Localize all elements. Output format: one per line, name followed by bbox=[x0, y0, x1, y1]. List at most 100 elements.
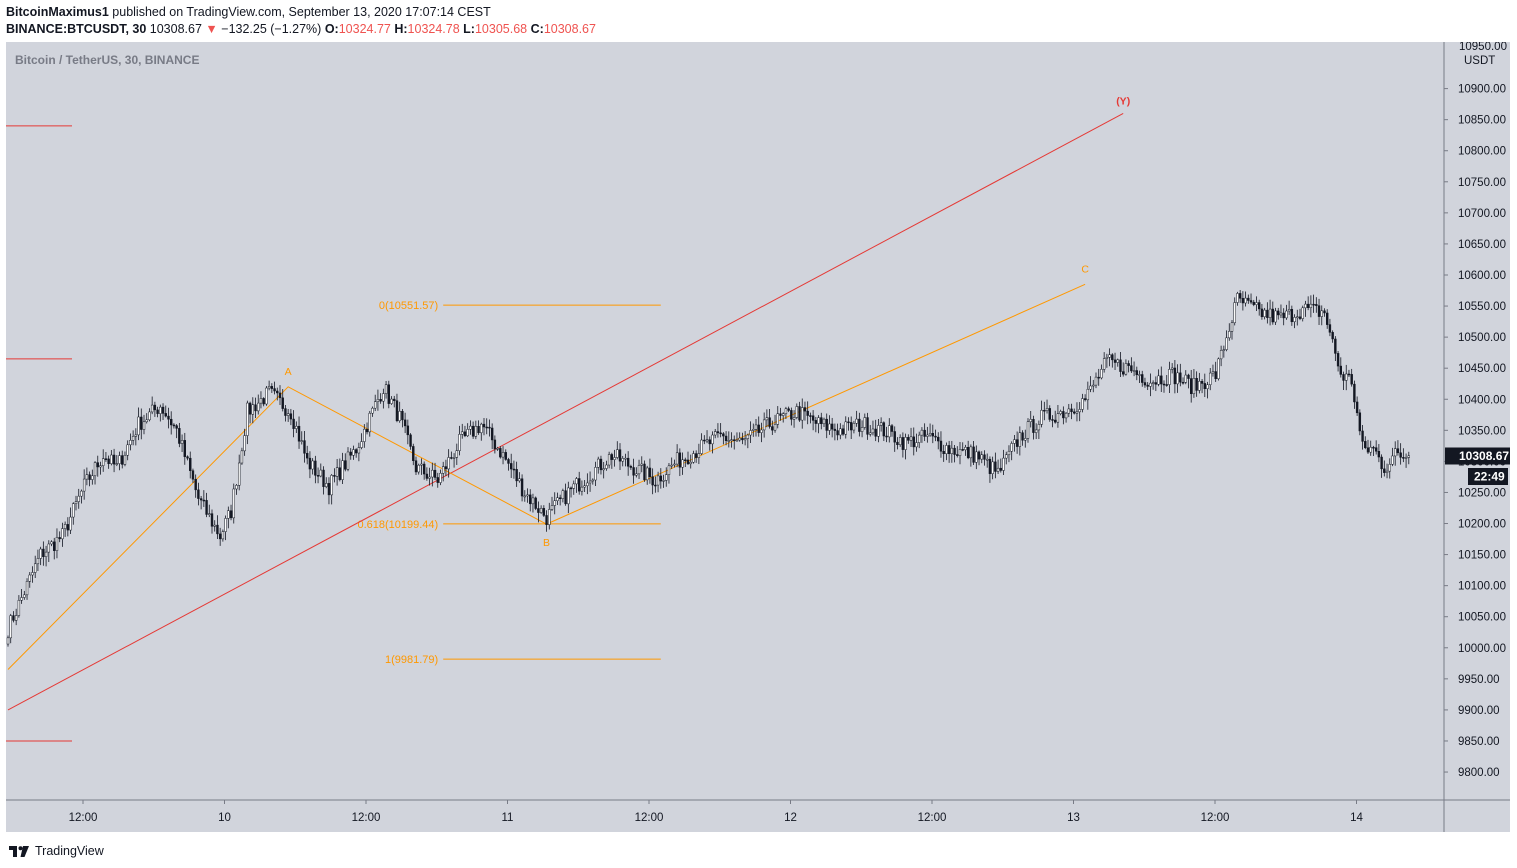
candle-body bbox=[1374, 447, 1378, 452]
footer-brand[interactable]: TradingView bbox=[35, 844, 104, 858]
candle-body bbox=[999, 467, 1002, 471]
candle-body bbox=[678, 452, 682, 468]
candle-body bbox=[809, 415, 812, 417]
candle-body bbox=[874, 428, 877, 437]
candle-body bbox=[624, 457, 627, 460]
candle-body bbox=[1119, 359, 1122, 372]
candle-body bbox=[1064, 412, 1068, 419]
chart-frame[interactable]: 0(10551.57) 0.618(10199.44) 1(9981.79) A B C… bbox=[6, 41, 1510, 832]
candle-body bbox=[1116, 359, 1119, 363]
candle-body bbox=[844, 421, 847, 435]
candle-body bbox=[34, 563, 37, 573]
candle-body bbox=[621, 458, 624, 462]
candle-body bbox=[1130, 365, 1133, 372]
candle-body bbox=[167, 415, 170, 420]
symbol-label[interactable]: BINANCE:BTCUSDT, 30 bbox=[6, 22, 147, 36]
candle-body bbox=[852, 423, 856, 431]
candle-body bbox=[488, 426, 491, 429]
candle-body bbox=[1054, 419, 1057, 423]
candle-body bbox=[741, 437, 744, 441]
candle-body bbox=[964, 446, 967, 451]
candle-body bbox=[1263, 309, 1266, 318]
candle-body bbox=[1048, 408, 1051, 420]
candle-body bbox=[673, 463, 676, 466]
candle-body bbox=[898, 437, 902, 446]
candle-body bbox=[681, 459, 684, 468]
candle-body bbox=[1301, 307, 1304, 319]
candle-body bbox=[344, 460, 347, 470]
fibonacci-tool[interactable]: 0(10551.57) 0.618(10199.44) 1(9981.79) bbox=[357, 300, 661, 666]
candle-body bbox=[694, 453, 698, 458]
candle-body bbox=[55, 537, 59, 551]
channel-trendline[interactable] bbox=[7, 113, 1124, 711]
candle-body bbox=[771, 426, 774, 431]
candle-body bbox=[882, 422, 886, 437]
abc-zigzag[interactable] bbox=[7, 283, 1086, 670]
candle-body bbox=[553, 500, 556, 506]
candle-body bbox=[939, 440, 943, 452]
candle-body bbox=[123, 454, 127, 465]
candle-body bbox=[1151, 382, 1155, 384]
candle-body bbox=[246, 402, 249, 436]
candle-body bbox=[140, 416, 143, 430]
candle-body bbox=[267, 386, 271, 389]
candle-body bbox=[44, 551, 48, 557]
candle-body bbox=[1097, 376, 1100, 379]
candle-body bbox=[31, 572, 34, 576]
candle-body bbox=[412, 446, 415, 461]
candle-body bbox=[705, 439, 709, 442]
candle-body bbox=[403, 419, 407, 427]
candle-body bbox=[482, 423, 486, 428]
candle-body bbox=[790, 410, 793, 420]
candle-body bbox=[779, 413, 782, 416]
footer: TradingView bbox=[8, 842, 104, 860]
candle-body bbox=[1184, 374, 1187, 383]
candle-body bbox=[1255, 302, 1258, 305]
candle-body bbox=[945, 445, 948, 455]
zigzag-line bbox=[7, 283, 1086, 670]
candle-body bbox=[689, 461, 692, 465]
candle-body bbox=[580, 486, 584, 492]
candle-body bbox=[270, 386, 274, 389]
candle-body bbox=[444, 466, 448, 470]
price-axis[interactable]: 10900.00 10850.00 10800.00 10750.00 10700.00… bbox=[1444, 84, 1506, 779]
candle-body bbox=[1078, 409, 1081, 413]
candle-body bbox=[1230, 322, 1234, 332]
candle-body bbox=[281, 397, 284, 409]
candle-body bbox=[986, 458, 989, 461]
candle-body bbox=[1342, 374, 1345, 381]
candle-body bbox=[795, 406, 798, 418]
candle-body bbox=[654, 484, 657, 487]
candle-body bbox=[833, 428, 837, 431]
price-tick-label: 9800.00 bbox=[1458, 767, 1500, 779]
candle-body bbox=[529, 494, 532, 505]
candle-body bbox=[743, 438, 747, 441]
candle-body bbox=[47, 543, 50, 553]
candle-body bbox=[28, 574, 31, 582]
price-tick-label: 9900.00 bbox=[1458, 705, 1500, 717]
candle-body bbox=[50, 541, 53, 545]
candle-body bbox=[539, 508, 543, 513]
candle-body bbox=[1323, 310, 1326, 314]
candle-body bbox=[942, 451, 945, 455]
candle-body bbox=[395, 400, 399, 422]
candle-body bbox=[107, 458, 110, 464]
time-axis[interactable]: 12:00 10 12:00 11 12:00 12 12:00 13 12:00 14 bbox=[69, 800, 1364, 824]
candle-body bbox=[371, 407, 374, 414]
candle-body bbox=[507, 459, 510, 464]
candle-body bbox=[858, 418, 861, 432]
candle-body bbox=[458, 434, 461, 451]
channel-line bbox=[7, 113, 1124, 711]
tradingview-logo-icon[interactable] bbox=[8, 844, 30, 858]
candle-body bbox=[518, 478, 521, 482]
candle-body bbox=[1222, 349, 1226, 351]
candle-body bbox=[578, 478, 581, 492]
price-tick-label: 10150.00 bbox=[1458, 550, 1506, 562]
publisher-name[interactable]: BitcoinMaximus1 bbox=[6, 5, 109, 19]
candle-body bbox=[145, 419, 148, 423]
price-chart[interactable]: 0(10551.57) 0.618(10199.44) 1(9981.79) A B C… bbox=[6, 41, 1510, 832]
candle-body bbox=[420, 463, 423, 466]
candle-body bbox=[1094, 376, 1098, 386]
price-tick-label: 10350.00 bbox=[1458, 425, 1506, 437]
close-value: 10308.67 bbox=[543, 22, 596, 36]
